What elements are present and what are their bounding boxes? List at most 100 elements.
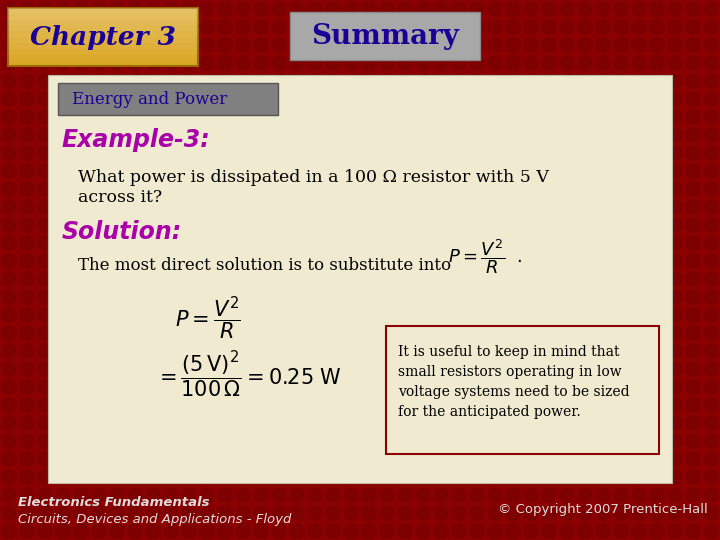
Circle shape <box>614 398 628 412</box>
Circle shape <box>38 290 52 304</box>
Circle shape <box>596 308 610 322</box>
Circle shape <box>272 380 286 394</box>
Circle shape <box>20 2 34 16</box>
Circle shape <box>704 416 718 430</box>
Circle shape <box>20 326 34 340</box>
Circle shape <box>560 2 574 16</box>
Circle shape <box>2 236 16 250</box>
Circle shape <box>308 56 322 70</box>
Circle shape <box>92 524 106 538</box>
Circle shape <box>614 506 628 520</box>
Circle shape <box>218 290 232 304</box>
Circle shape <box>110 452 124 466</box>
Circle shape <box>38 2 52 16</box>
Circle shape <box>74 74 88 88</box>
Circle shape <box>272 470 286 484</box>
Circle shape <box>506 38 520 52</box>
Circle shape <box>542 56 556 70</box>
Circle shape <box>92 326 106 340</box>
Circle shape <box>110 434 124 448</box>
Circle shape <box>290 164 304 178</box>
Circle shape <box>326 254 340 268</box>
Circle shape <box>578 128 592 142</box>
Circle shape <box>326 128 340 142</box>
Circle shape <box>434 434 448 448</box>
Circle shape <box>272 146 286 160</box>
Circle shape <box>632 380 646 394</box>
Circle shape <box>470 380 484 394</box>
Circle shape <box>362 200 376 214</box>
Circle shape <box>542 38 556 52</box>
Circle shape <box>326 398 340 412</box>
Circle shape <box>38 470 52 484</box>
Circle shape <box>524 416 538 430</box>
Circle shape <box>380 164 394 178</box>
Circle shape <box>506 416 520 430</box>
Circle shape <box>632 164 646 178</box>
Circle shape <box>2 380 16 394</box>
Circle shape <box>164 218 178 232</box>
Circle shape <box>326 326 340 340</box>
Circle shape <box>686 146 700 160</box>
Circle shape <box>200 416 214 430</box>
Circle shape <box>632 506 646 520</box>
Circle shape <box>578 218 592 232</box>
Circle shape <box>470 272 484 286</box>
Circle shape <box>686 434 700 448</box>
Circle shape <box>686 92 700 106</box>
Circle shape <box>542 128 556 142</box>
Circle shape <box>182 56 196 70</box>
Circle shape <box>362 182 376 196</box>
Circle shape <box>416 308 430 322</box>
Circle shape <box>524 452 538 466</box>
Circle shape <box>254 164 268 178</box>
Circle shape <box>560 200 574 214</box>
Circle shape <box>560 524 574 538</box>
Circle shape <box>38 344 52 358</box>
Circle shape <box>524 236 538 250</box>
Circle shape <box>308 128 322 142</box>
Circle shape <box>92 182 106 196</box>
Circle shape <box>20 92 34 106</box>
Circle shape <box>434 92 448 106</box>
Circle shape <box>614 344 628 358</box>
Circle shape <box>164 416 178 430</box>
Circle shape <box>434 380 448 394</box>
Circle shape <box>650 326 664 340</box>
Circle shape <box>362 236 376 250</box>
Circle shape <box>434 470 448 484</box>
Circle shape <box>326 20 340 34</box>
Circle shape <box>560 146 574 160</box>
Circle shape <box>20 272 34 286</box>
Circle shape <box>56 182 70 196</box>
Circle shape <box>650 182 664 196</box>
Circle shape <box>596 362 610 376</box>
Circle shape <box>488 254 502 268</box>
Circle shape <box>164 20 178 34</box>
Circle shape <box>560 74 574 88</box>
Circle shape <box>182 272 196 286</box>
Circle shape <box>506 200 520 214</box>
Circle shape <box>236 326 250 340</box>
Circle shape <box>254 200 268 214</box>
Circle shape <box>380 524 394 538</box>
Circle shape <box>434 2 448 16</box>
Circle shape <box>470 38 484 52</box>
Circle shape <box>632 74 646 88</box>
Circle shape <box>434 218 448 232</box>
Circle shape <box>542 272 556 286</box>
Circle shape <box>290 416 304 430</box>
Circle shape <box>542 362 556 376</box>
Circle shape <box>416 218 430 232</box>
Circle shape <box>110 218 124 232</box>
Circle shape <box>578 470 592 484</box>
Circle shape <box>362 56 376 70</box>
Circle shape <box>128 290 142 304</box>
Circle shape <box>254 380 268 394</box>
Circle shape <box>218 362 232 376</box>
Circle shape <box>218 2 232 16</box>
Circle shape <box>506 452 520 466</box>
Circle shape <box>272 290 286 304</box>
Circle shape <box>524 56 538 70</box>
Circle shape <box>20 128 34 142</box>
